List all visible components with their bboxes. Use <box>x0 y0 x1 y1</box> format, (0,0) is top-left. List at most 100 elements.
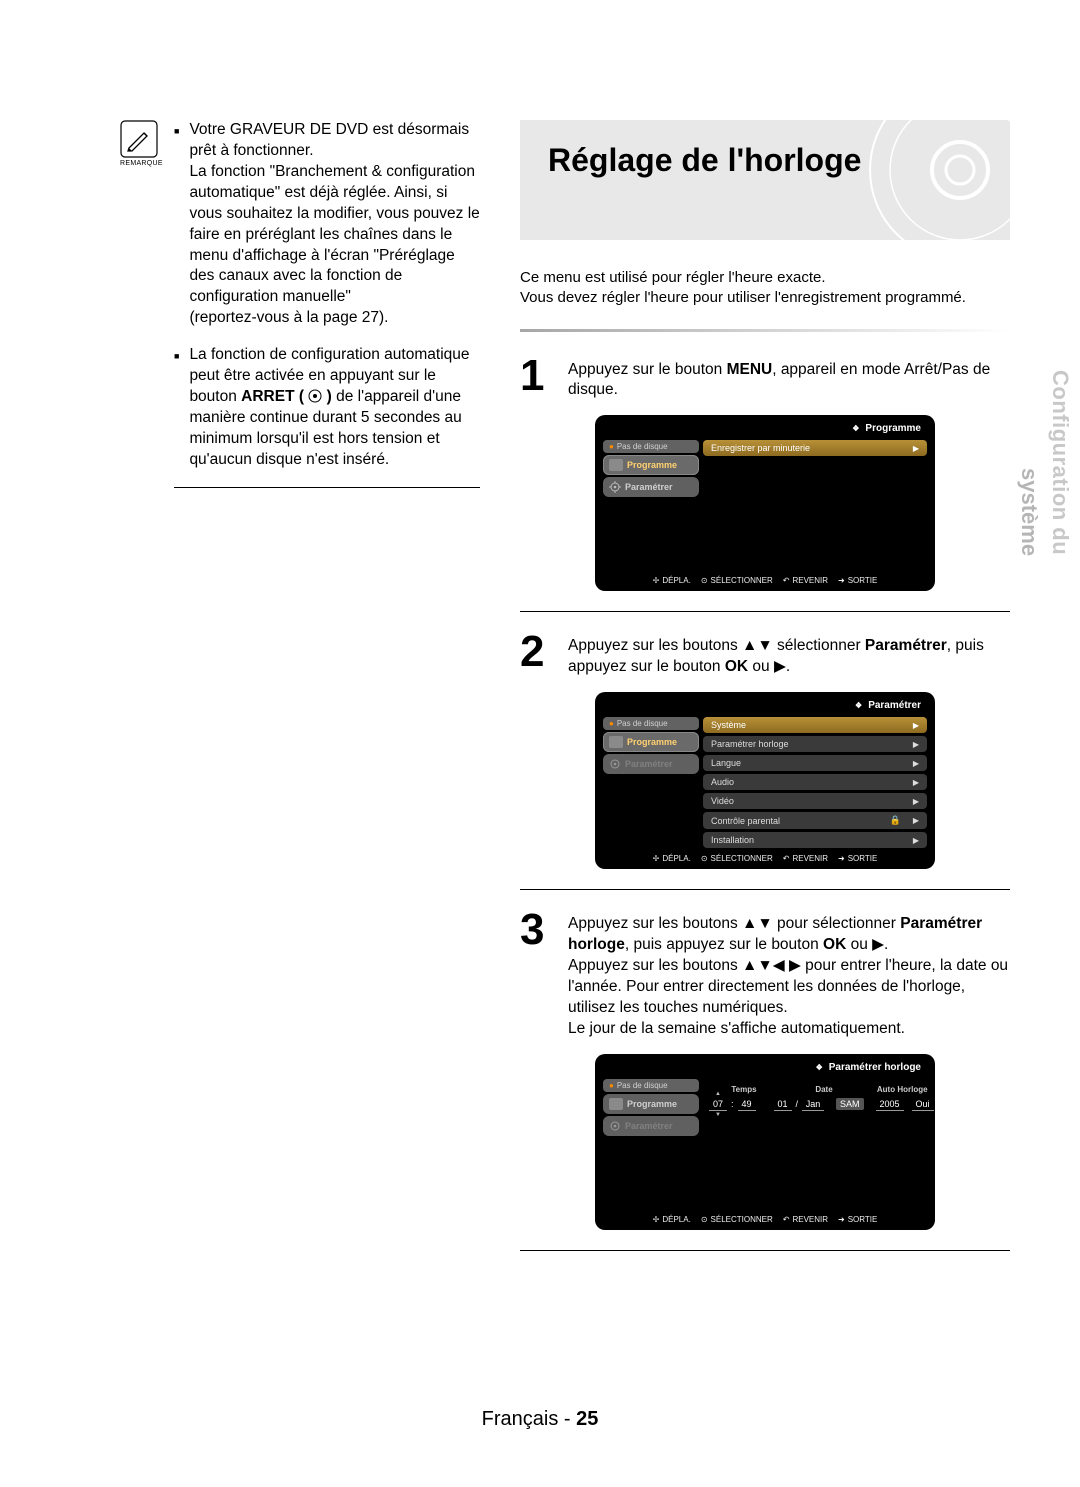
exit-icon: ➜ <box>838 576 845 585</box>
ok-icon: ⊙ <box>701 576 708 585</box>
move-icon: ✢ <box>653 1215 660 1224</box>
footer-language: Français <box>482 1408 559 1430</box>
clock-values: ▲ 07 ▼ : 49 01 / Jan SAM <box>709 1098 934 1111</box>
remark-text-2: La fonction de configuration automatique… <box>189 345 480 471</box>
tv-icon <box>609 459 623 471</box>
step-text: Appuyez sur les boutons ▲▼ sélectionner … <box>568 632 1010 678</box>
gear-icon <box>609 1120 621 1132</box>
bullet-icon: ■ <box>174 120 179 329</box>
remark-block: REMARQUE ■ Votre GRAVEUR DE DVD est déso… <box>120 120 480 488</box>
osd-side-parametrer: Paramétrer <box>603 754 699 774</box>
osd-foot-depla: DÉPLA. <box>662 1215 690 1224</box>
step-text-c: Le jour de la semaine s'affiche automati… <box>568 1020 905 1037</box>
divider <box>520 1250 1010 1251</box>
two-column-layout: REMARQUE ■ Votre GRAVEUR DE DVD est déso… <box>120 120 1010 1271</box>
osd-row-label: Système <box>711 720 746 730</box>
footer-page-number: 25 <box>576 1408 598 1430</box>
clock-auto: Oui <box>912 1098 934 1111</box>
osd-row-systeme: Système ▶ <box>703 717 927 733</box>
gear-icon <box>609 481 621 493</box>
osd-row-label: Vidéo <box>711 796 734 806</box>
lock-icon: 🔒 <box>890 815 901 826</box>
osd-no-disc: ●Pas de disque <box>603 440 699 453</box>
osd-side-parametrer-label: Paramétrer <box>625 1121 673 1131</box>
osd-main: Système▶ Paramétrer horloge▶ Langue▶ Aud… <box>703 717 927 848</box>
osd-no-disc: ●Pas de disque <box>603 1079 699 1092</box>
osd-foot-select: SÉLECTIONNER <box>711 1215 773 1224</box>
osd-sidebar: ●Pas de disque Programme Paramétrer <box>603 1079 699 1209</box>
osd-row-timer: Enregistrer par minuterie ▶ <box>703 440 927 456</box>
divider <box>520 611 1010 612</box>
clock-headers: Temps Date Auto Horloge <box>709 1085 934 1094</box>
osd-row-video: Vidéo ▶ <box>703 793 927 809</box>
clock-col-date: Date <box>779 1085 869 1094</box>
osd-row-horloge: Paramétrer horloge▶ <box>703 736 927 752</box>
clock-hh-value: 07 <box>713 1099 723 1109</box>
osd-header: ❖ Paramétrer <box>603 698 927 717</box>
diamond-icon: ❖ <box>816 1063 823 1072</box>
step-number: 3 <box>520 910 556 1040</box>
divider <box>174 487 480 488</box>
osd-header-title: Paramétrer horloge <box>829 1062 921 1073</box>
remark-label: REMARQUE <box>120 160 158 167</box>
osd-foot-select: SÉLECTIONNER <box>711 576 773 585</box>
gear-icon <box>609 758 621 770</box>
osd-foot-revenir: REVENIR <box>792 576 828 585</box>
arrow-right-icon: ▶ <box>913 836 919 845</box>
osd-footer: ✢DÉPLA. ⊙SÉLECTIONNER ↶REVENIR ➜SORTIE <box>603 848 927 863</box>
tv-icon <box>609 736 623 748</box>
clock-hh: ▲ 07 ▼ <box>709 1098 727 1111</box>
step-text: Appuyez sur le bouton MENU, appareil en … <box>568 356 1010 402</box>
osd-row-label: Installation <box>711 835 754 845</box>
step-number: 2 <box>520 632 556 678</box>
remark-text-1: Votre GRAVEUR DE DVD est désormais prêt … <box>189 120 480 329</box>
clock-dd: 01 <box>774 1098 792 1111</box>
return-icon: ↶ <box>783 1215 790 1224</box>
osd-header: ❖ Paramétrer horloge <box>603 1060 927 1079</box>
osd-sidebar: ●Pas de disque Programme Paramétrer <box>603 717 699 848</box>
return-icon: ↶ <box>783 576 790 585</box>
osd-foot-depla: DÉPLA. <box>662 854 690 863</box>
osd-foot-sortie: SORTIE <box>848 1215 878 1224</box>
osd-row-installation: Installation ▶ <box>703 832 927 848</box>
osd-foot-sortie: SORTIE <box>848 854 878 863</box>
arrow-right-icon: ▶ <box>913 759 919 768</box>
osd-footer: ✢DÉPLA. ⊙SÉLECTIONNER ↶REVENIR ➜SORTIE <box>603 1209 927 1224</box>
osd-side-parametrer: Paramétrer <box>603 1116 699 1136</box>
osd-side-programme-label: Programme <box>627 1099 677 1109</box>
tv-icon <box>609 1098 623 1110</box>
ok-icon: ⊙ <box>701 1215 708 1224</box>
osd-foot-depla: DÉPLA. <box>662 576 690 585</box>
diamond-icon: ❖ <box>855 701 862 710</box>
clock-dow: SAM <box>836 1098 864 1110</box>
osd-foot-select: SÉLECTIONNER <box>711 854 773 863</box>
remark-icon-column: REMARQUE <box>120 120 162 488</box>
osd-screenshot-3: ❖ Paramétrer horloge ●Pas de disque Prog… <box>595 1054 935 1230</box>
osd-sidebar: ●Pas de disque Programme Paramétrer <box>603 440 699 570</box>
side-tab-line1: Configuration du <box>1048 370 1073 555</box>
arrow-right-icon: ▶ <box>913 797 919 806</box>
osd-side-parametrer: Paramétrer <box>603 477 699 497</box>
osd-row-label: Enregistrer par minuterie <box>711 443 810 453</box>
side-tab-line2: système <box>1016 468 1042 556</box>
step-1: 1 Appuyez sur le bouton MENU, appareil e… <box>520 356 1010 402</box>
clock-yyyy: 2005 <box>876 1098 904 1111</box>
manual-page: REMARQUE ■ Votre GRAVEUR DE DVD est déso… <box>0 0 1080 1487</box>
left-column: REMARQUE ■ Votre GRAVEUR DE DVD est déso… <box>120 120 480 1271</box>
ok-icon: ⊙ <box>701 854 708 863</box>
exit-icon: ➜ <box>838 854 845 863</box>
side-tab: Configuration du <box>1048 370 1072 555</box>
osd-side-programme: Programme <box>603 732 699 752</box>
osd-row-label: Paramétrer horloge <box>711 739 789 749</box>
osd-side-programme-label: Programme <box>627 737 677 747</box>
arrow-right-icon: ▶ <box>913 721 919 730</box>
step-3: 3 Appuyez sur les boutons ▲▼ pour sélect… <box>520 910 1010 1040</box>
osd-screenshot-2: ❖ Paramétrer ●Pas de disque Programme <box>595 692 935 869</box>
intro-text: Ce menu est utilisé pour régler l'heure … <box>520 268 1010 309</box>
stop-circle-icon <box>308 389 322 403</box>
date-sep: / <box>796 1099 799 1109</box>
arrow-right-icon: ▶ <box>913 816 919 825</box>
osd-row-audio: Audio▶ <box>703 774 927 790</box>
osd-header-title: Programme <box>865 423 921 434</box>
osd-main: Enregistrer par minuterie ▶ <box>703 440 927 570</box>
